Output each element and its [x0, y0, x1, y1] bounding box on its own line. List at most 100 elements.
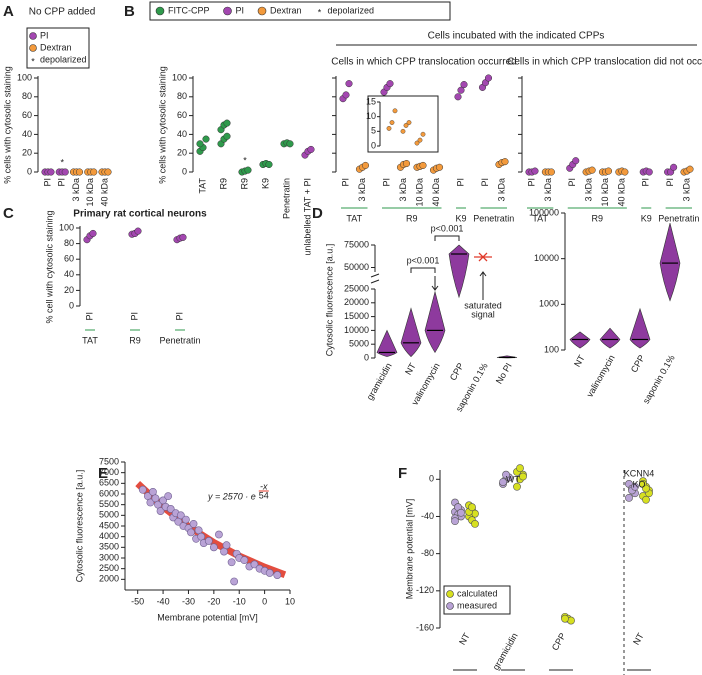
y-tick-label: 80	[22, 91, 32, 101]
x-tick-label: PI	[567, 178, 577, 187]
data-point	[499, 478, 507, 486]
significance-bracket	[434, 235, 460, 241]
inset-tick-label: 0	[371, 140, 376, 150]
inset-point	[403, 123, 409, 128]
data-point	[642, 495, 650, 504]
data-point	[519, 472, 527, 481]
data-point	[457, 86, 465, 94]
panel-title: Cells in which CPP translocation occurre…	[331, 57, 516, 68]
data-point	[146, 498, 155, 507]
x-tick-label: gramicidin	[491, 631, 520, 672]
data-point	[230, 577, 239, 586]
legend-label: Dextran	[40, 42, 72, 52]
data-point	[547, 168, 555, 176]
y-tick-label: 2500	[99, 563, 119, 573]
data-point	[451, 517, 459, 526]
header: Cells incubated with the indicated CPPs	[428, 31, 605, 42]
violin	[376, 329, 398, 357]
panel-label: A	[3, 3, 14, 20]
x-tick-label: 3 kDa	[584, 178, 594, 202]
y-tick-label: 100000	[529, 207, 559, 217]
p-value: p<0.001	[431, 223, 464, 233]
y-tick-label: 10000	[344, 325, 369, 335]
y-tick-label: 100	[17, 72, 32, 82]
annotation: signal	[471, 309, 495, 319]
x-tick-label: PI	[42, 178, 52, 187]
y-tick-label: 0	[429, 474, 434, 484]
data-point	[166, 505, 175, 513]
x-tick-label: PI	[174, 312, 184, 321]
y-tick-label: 3000	[99, 552, 119, 562]
data-point	[670, 163, 678, 171]
x-tick-label: PI	[340, 178, 350, 187]
y-axis-label: Membrane potential [mV]	[404, 499, 414, 600]
data-point	[265, 160, 273, 169]
data-point	[342, 91, 350, 99]
x-tick-label: PI	[84, 312, 94, 321]
x-tick-label: NT	[572, 353, 587, 369]
x-tick-label: R9	[218, 178, 228, 190]
equation: y = 2570 · e	[207, 491, 256, 501]
group-label: KO	[632, 479, 645, 489]
data-point	[402, 159, 411, 168]
x-tick-label: R9	[239, 178, 249, 190]
legend-label: depolarized	[40, 54, 87, 64]
x-tick-label: PI	[526, 178, 536, 187]
y-tick-label: 15000	[344, 311, 369, 321]
axis-break	[370, 273, 380, 284]
data-point	[196, 140, 204, 148]
y-tick-label: 6500	[99, 478, 119, 488]
x-tick-label: 40 kDa	[616, 178, 626, 207]
y-tick-label: 50000	[344, 262, 369, 272]
x-tick-label: TAT	[197, 178, 207, 194]
data-point	[435, 163, 444, 171]
data-point	[47, 168, 55, 176]
y-tick-label: 10000	[534, 253, 559, 263]
legend-swatch	[257, 6, 267, 16]
y-tick-label: 25000	[344, 283, 369, 293]
group-label: R9	[406, 213, 418, 223]
y-tick-label: 20	[22, 148, 32, 158]
y-tick-label: 7000	[99, 467, 119, 477]
legend-box	[26, 27, 90, 69]
data-point	[179, 233, 187, 241]
y-axis-label: % cell with cytosolic staining	[44, 210, 54, 323]
inset-point	[392, 108, 398, 114]
data-point	[468, 503, 476, 512]
data-point	[471, 520, 479, 528]
group-label: R9	[129, 335, 141, 345]
data-point	[215, 530, 223, 539]
legend-swatch	[446, 590, 454, 598]
data-point	[90, 168, 98, 176]
data-point	[513, 482, 521, 491]
y-tick-label: 4500	[99, 520, 119, 530]
data-point	[61, 168, 69, 176]
data-point	[222, 541, 231, 550]
x-tick-label: -20	[207, 596, 220, 606]
legend-swatch	[29, 44, 37, 52]
y-tick-label: 80	[64, 238, 74, 248]
panel-label: B	[124, 3, 135, 20]
x-tick-label: PI	[641, 178, 651, 187]
data-point	[561, 614, 569, 623]
y-tick-label: 100	[544, 344, 559, 354]
data-point	[156, 507, 165, 515]
y-tick-label: 1000	[539, 299, 559, 309]
arrow	[431, 276, 439, 291]
data-point	[588, 166, 596, 174]
violin	[448, 244, 470, 299]
violin	[599, 327, 621, 349]
y-tick-label: 4000	[99, 531, 119, 541]
data-point	[240, 556, 249, 565]
y-tick-label: 40	[22, 129, 32, 139]
data-point	[265, 569, 274, 577]
x-tick-label: -50	[131, 596, 144, 606]
panel-title: No CPP added	[29, 7, 96, 18]
panel-label: C	[3, 205, 14, 222]
x-tick-label: saponin 0.1%	[641, 353, 677, 405]
y-tick-label: 40	[177, 129, 187, 139]
legend-box	[149, 1, 451, 21]
legend-swatch	[155, 6, 165, 16]
legend-label: calculated	[457, 588, 498, 598]
y-tick-label: 20000	[344, 297, 369, 307]
